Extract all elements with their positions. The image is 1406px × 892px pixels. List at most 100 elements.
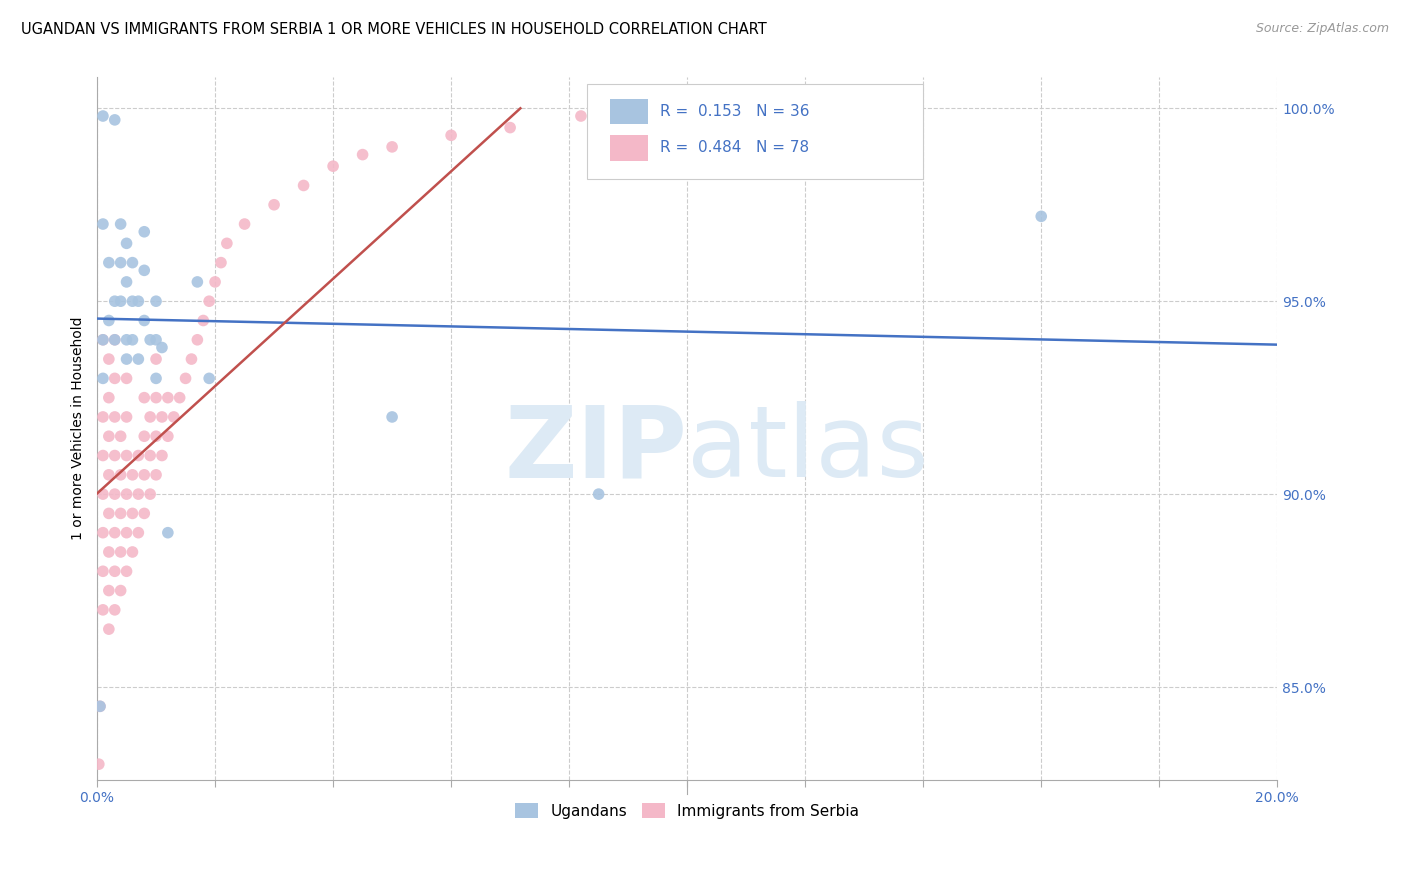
Point <box>91 564 114 578</box>
Point <box>209 255 232 269</box>
Point <box>91 449 114 463</box>
Point <box>156 429 179 443</box>
Point <box>588 487 610 501</box>
Point <box>110 429 132 443</box>
Text: ZIP: ZIP <box>505 401 688 498</box>
Point <box>121 294 143 309</box>
Point <box>91 487 114 501</box>
Point <box>499 120 522 135</box>
Point <box>127 294 149 309</box>
FancyBboxPatch shape <box>610 135 648 161</box>
Text: R =  0.484   N = 78: R = 0.484 N = 78 <box>659 140 808 155</box>
Point <box>115 275 138 289</box>
Point <box>91 371 114 385</box>
Point <box>121 507 143 521</box>
Y-axis label: 1 or more Vehicles in Household: 1 or more Vehicles in Household <box>72 317 86 541</box>
Point <box>121 545 143 559</box>
Point <box>127 352 149 367</box>
Text: UGANDAN VS IMMIGRANTS FROM SERBIA 1 OR MORE VEHICLES IN HOUSEHOLD CORRELATION CH: UGANDAN VS IMMIGRANTS FROM SERBIA 1 OR M… <box>21 22 766 37</box>
Legend: Ugandans, Immigrants from Serbia: Ugandans, Immigrants from Serbia <box>509 797 866 824</box>
Point <box>104 487 127 501</box>
Point <box>440 128 463 143</box>
Point <box>115 236 138 251</box>
Point <box>115 449 138 463</box>
Point <box>193 313 215 327</box>
Point <box>104 603 127 617</box>
Text: atlas: atlas <box>688 401 929 498</box>
Point <box>127 449 149 463</box>
Point <box>115 487 138 501</box>
Point <box>292 178 315 193</box>
Point <box>115 371 138 385</box>
Point <box>204 275 226 289</box>
Point <box>104 333 127 347</box>
Point <box>180 352 202 367</box>
Point <box>115 564 138 578</box>
Point <box>735 101 758 115</box>
Point <box>569 109 592 123</box>
Point <box>145 429 167 443</box>
Point <box>121 467 143 482</box>
Point <box>139 487 162 501</box>
Point <box>97 583 120 598</box>
Point <box>263 198 285 212</box>
Point <box>97 352 120 367</box>
Point <box>381 140 404 154</box>
Point <box>110 294 132 309</box>
Point <box>134 313 156 327</box>
Point <box>198 371 221 385</box>
Point <box>145 294 167 309</box>
Point <box>110 467 132 482</box>
Point <box>617 101 640 115</box>
Point <box>156 525 179 540</box>
Point <box>145 352 167 367</box>
Point <box>97 429 120 443</box>
Point <box>174 371 197 385</box>
FancyBboxPatch shape <box>586 85 924 179</box>
Point <box>91 333 114 347</box>
Point <box>163 409 186 424</box>
Point <box>89 699 111 714</box>
Point <box>134 263 156 277</box>
Point <box>97 467 120 482</box>
Point <box>150 449 173 463</box>
Point <box>115 409 138 424</box>
Point <box>121 255 143 269</box>
Point <box>110 217 132 231</box>
Point <box>104 564 127 578</box>
Point <box>97 545 120 559</box>
Point <box>104 371 127 385</box>
Point <box>97 391 120 405</box>
Point <box>1031 210 1053 224</box>
Point <box>215 236 238 251</box>
Point <box>134 467 156 482</box>
Point <box>91 525 114 540</box>
Point <box>115 352 138 367</box>
Point <box>134 391 156 405</box>
Point <box>127 487 149 501</box>
Point <box>150 341 173 355</box>
Point <box>145 333 167 347</box>
Point <box>110 507 132 521</box>
Point <box>97 255 120 269</box>
Point <box>134 225 156 239</box>
Text: Source: ZipAtlas.com: Source: ZipAtlas.com <box>1256 22 1389 36</box>
Point <box>134 429 156 443</box>
Point <box>121 333 143 347</box>
Point <box>104 525 127 540</box>
Point <box>233 217 256 231</box>
Point <box>87 757 110 772</box>
Point <box>110 545 132 559</box>
Point <box>91 409 114 424</box>
Point <box>115 333 138 347</box>
Text: R =  0.153   N = 36: R = 0.153 N = 36 <box>659 103 810 119</box>
Point <box>110 583 132 598</box>
Point <box>139 409 162 424</box>
Point <box>89 699 111 714</box>
Point <box>91 109 114 123</box>
Point <box>104 449 127 463</box>
Point <box>134 507 156 521</box>
Point <box>186 333 208 347</box>
Point <box>97 313 120 327</box>
Point <box>97 507 120 521</box>
